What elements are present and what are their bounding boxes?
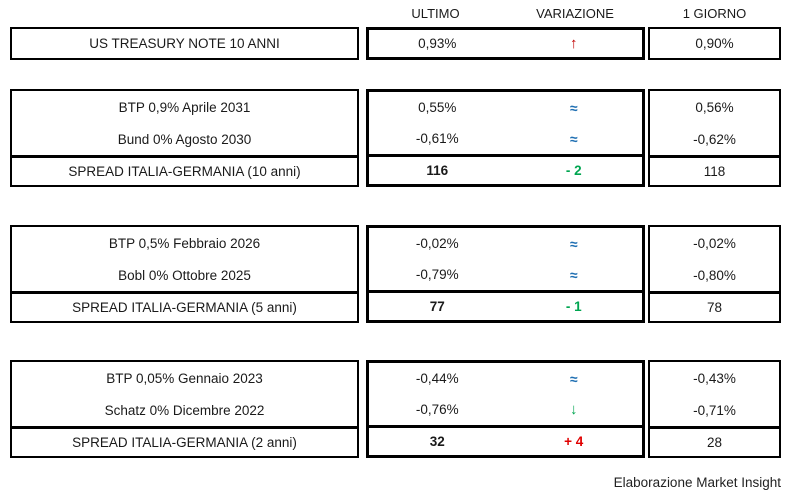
spread-2y-label-box: BTP 0,05% Gennaio 2023 Schatz 0% Dicembr… — [10, 360, 359, 458]
table-row-label: BTP 0,5% Febbraio 2026 — [108, 235, 261, 251]
giorno-value: -0,71% — [693, 402, 736, 418]
spread-giorno-value: 28 — [650, 426, 779, 456]
table-row-values: 0,93% ↑ — [369, 30, 642, 57]
spread-change-value: - 1 — [565, 299, 582, 314]
table-row-label: BTP 0,9% Aprile 2031 — [118, 99, 251, 115]
us-treasury-value-box: 0,93% ↑ — [366, 27, 645, 60]
arrow-up-icon: ↑ — [570, 35, 578, 52]
us-treasury-giorno-box: 0,90% — [648, 27, 781, 60]
spread-row-label: SPREAD ITALIA-GERMANIA (10 anni) — [12, 155, 357, 185]
table-row-values: -0,76% ↓ — [369, 394, 642, 425]
ultimo-value: 0,93% — [418, 36, 457, 51]
spread-row-label: SPREAD ITALIA-GERMANIA (2 anni) — [12, 426, 357, 456]
spread-ultimo-value: 116 — [426, 163, 449, 178]
giorno-value: -0,62% — [693, 131, 736, 147]
giorno-value: -0,02% — [693, 235, 736, 251]
spread-2y-value-box: -0,44% ≈ -0,76% ↓ 32 + 4 — [366, 360, 645, 458]
spread-row-values: 77 - 1 — [369, 290, 642, 320]
source-attribution: Elaborazione Market Insight — [613, 475, 781, 490]
column-header-variazione: VARIAZIONE — [536, 6, 614, 21]
spread-row-label: SPREAD ITALIA-GERMANIA (5 anni) — [12, 291, 357, 321]
us-treasury-label-box: US TREASURY NOTE 10 ANNI — [10, 27, 359, 60]
table-row-values: -0,79% ≈ — [369, 259, 642, 290]
spread-change-value: - 2 — [565, 163, 582, 178]
approx-icon: ≈ — [569, 370, 578, 387]
spread-10y-value-box: 0,55% ≈ -0,61% ≈ 116 - 2 — [366, 89, 645, 187]
giorno-value: -0,80% — [693, 267, 736, 283]
spread-ultimo-value: 77 — [429, 299, 445, 314]
ultimo-value: 0,55% — [418, 100, 457, 115]
column-header-ultimo: ULTIMO — [411, 6, 460, 21]
spread-giorno-value: 118 — [650, 155, 779, 185]
ultimo-value: -0,61% — [415, 131, 459, 146]
column-header-1-giorno: 1 GIORNO — [682, 6, 747, 21]
giorno-value: 0,90% — [695, 36, 734, 51]
spread-10y-giorno-box: 0,56% -0,62% 118 — [648, 89, 781, 187]
spread-row-values: 32 + 4 — [369, 425, 642, 455]
approx-icon: ≈ — [569, 130, 578, 147]
table-row-values: -0,02% ≈ — [369, 228, 642, 259]
table-row-values: 0,55% ≈ — [369, 92, 642, 123]
approx-icon: ≈ — [569, 266, 578, 283]
table-row-values: -0,61% ≈ — [369, 123, 642, 154]
spread-5y-label-box: BTP 0,5% Febbraio 2026 Bobl 0% Ottobre 2… — [10, 225, 359, 323]
ultimo-value: -0,79% — [415, 267, 459, 282]
spread-5y-value-box: -0,02% ≈ -0,79% ≈ 77 - 1 — [366, 225, 645, 323]
giorno-value: -0,43% — [693, 370, 736, 386]
spread-ultimo-value: 32 — [429, 434, 445, 449]
table-row-label: US TREASURY NOTE 10 ANNI — [89, 36, 280, 51]
spread-giorno-value: 78 — [650, 291, 779, 321]
spread-change-value: + 4 — [564, 434, 584, 449]
table-row-values: -0,44% ≈ — [369, 363, 642, 394]
table-row-label: Bund 0% Agosto 2030 — [117, 131, 252, 147]
arrow-down-icon: ↓ — [570, 401, 578, 418]
spread-5y-giorno-box: -0,02% -0,80% 78 — [648, 225, 781, 323]
spread-10y-label-box: BTP 0,9% Aprile 2031 Bund 0% Agosto 2030… — [10, 89, 359, 187]
table-row-label: BTP 0,05% Gennaio 2023 — [106, 370, 263, 386]
approx-icon: ≈ — [569, 235, 578, 252]
giorno-value: 0,56% — [695, 99, 734, 115]
ultimo-value: -0,02% — [415, 236, 459, 251]
approx-icon: ≈ — [569, 99, 578, 116]
spread-2y-giorno-box: -0,43% -0,71% 28 — [648, 360, 781, 458]
ultimo-value: -0,76% — [415, 402, 459, 417]
table-row-label: Bobl 0% Ottobre 2025 — [118, 267, 251, 283]
table-row-label: Schatz 0% Dicembre 2022 — [104, 402, 265, 418]
ultimo-value: -0,44% — [415, 371, 459, 386]
spread-row-values: 116 - 2 — [369, 154, 642, 184]
